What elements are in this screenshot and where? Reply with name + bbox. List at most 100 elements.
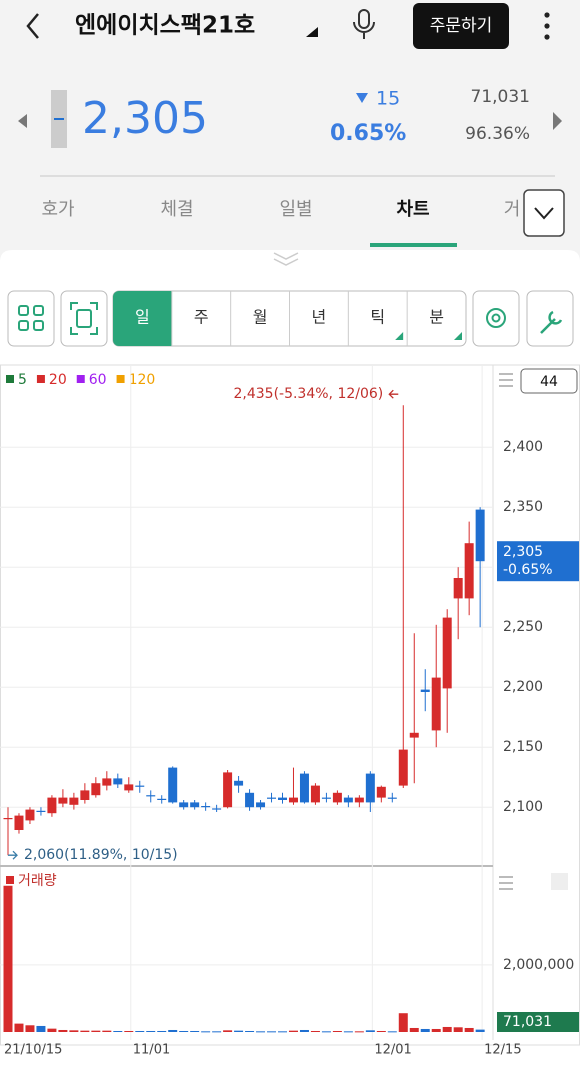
tab[interactable]: 호가 [41, 199, 74, 220]
candle-body [409, 732, 419, 738]
y-tick-label: 2,100 [503, 799, 543, 815]
legend-label: 20 [49, 372, 67, 388]
period-button[interactable]: 틱 [370, 308, 385, 327]
chevron[interactable] [534, 207, 554, 220]
price-tag [497, 541, 579, 582]
y-tick-label: 2,200 [503, 679, 543, 695]
volume-bar [157, 1030, 167, 1032]
volume-bar [179, 1030, 189, 1032]
candle-body [420, 689, 430, 692]
period-button[interactable]: 년 [312, 308, 327, 327]
candle-body [299, 773, 309, 803]
candle-body [442, 617, 452, 689]
candle-body [36, 810, 46, 812]
close-pane[interactable] [551, 873, 568, 890]
volume-bar [376, 1030, 386, 1032]
x-tick-label: 21/10/15 [4, 1043, 62, 1058]
settings-button[interactable] [472, 290, 520, 347]
volume-bar [69, 1030, 79, 1032]
ratio: 96.36% [465, 124, 530, 144]
candle-body [376, 786, 386, 798]
volume-bar [464, 1027, 474, 1032]
y-tick-label: 2,000,000 [503, 957, 574, 973]
candle-body [267, 797, 277, 799]
volume-bar [442, 1026, 452, 1032]
candle-body [354, 797, 364, 803]
period-button[interactable]: 일 [135, 308, 150, 327]
candle-body [343, 797, 353, 803]
order-label[interactable]: 주문하기 [430, 16, 493, 36]
legend-label: 60 [89, 372, 107, 388]
volume-bar [387, 1031, 397, 1033]
y-tick-label: 2,250 [503, 619, 543, 635]
candle-body [278, 797, 287, 800]
tab[interactable]: 거 [504, 199, 521, 220]
menu-icon[interactable] [544, 12, 550, 40]
tab[interactable]: 일별 [279, 199, 312, 220]
menu-lines[interactable] [499, 373, 513, 890]
tab-underline [370, 243, 457, 247]
order-button[interactable] [413, 3, 509, 49]
legend-label: 120 [129, 372, 156, 388]
candle-body [398, 749, 408, 786]
period-button[interactable]: 분 [429, 308, 444, 327]
layout-icon[interactable] [18, 305, 44, 331]
candle-body [124, 784, 134, 791]
candle-body [332, 792, 342, 803]
volume-bar [223, 1030, 233, 1032]
mic-icon[interactable] [353, 9, 375, 39]
volume-swatch [6, 876, 14, 884]
volume-bar [212, 1031, 222, 1033]
next-arrow[interactable] [553, 112, 562, 130]
volume-bar [267, 1031, 277, 1033]
candle-body [146, 795, 156, 797]
y-tick-label: 2,400 [503, 439, 543, 455]
volume-bar [310, 1030, 320, 1032]
volume-bar [299, 1029, 309, 1032]
count-box[interactable] [520, 368, 578, 394]
volume-bar [453, 1027, 463, 1032]
tab-more-button[interactable] [523, 189, 565, 237]
candle-body [168, 767, 178, 803]
candle-body [102, 778, 112, 786]
tools-icon[interactable] [540, 310, 563, 334]
dropdown-icon[interactable] [306, 27, 318, 37]
period-corner [395, 332, 404, 340]
volume-bar [47, 1028, 57, 1032]
candle-body [80, 790, 90, 800]
candle-body [288, 797, 298, 803]
period-selected[interactable] [113, 291, 172, 346]
candle-body [135, 785, 145, 787]
tab[interactable]: 체결 [160, 199, 193, 220]
chart-frame [0, 364, 580, 1046]
volume-bar [25, 1025, 35, 1032]
volume-bar [343, 1031, 353, 1033]
volume-bar [113, 1030, 123, 1032]
period-button[interactable]: 월 [253, 308, 268, 327]
tab[interactable]: 차트 [396, 199, 429, 220]
period-button[interactable]: 주 [194, 308, 209, 327]
collapse-icon[interactable] [273, 252, 299, 266]
fullscreen-button[interactable] [60, 290, 108, 347]
candle-body [321, 797, 331, 799]
layout-button[interactable] [7, 290, 55, 347]
candle-body [113, 778, 123, 785]
stock-title[interactable]: 엔에이치스팩21호 [75, 13, 255, 39]
volume-bar [135, 1030, 145, 1032]
volume-bar [475, 1029, 485, 1032]
count[interactable]: 44 [540, 374, 558, 390]
x-tick-label: 12/01 [374, 1043, 411, 1058]
fullscreen-icon[interactable] [70, 302, 98, 335]
prev-arrow[interactable] [18, 114, 27, 128]
candle-body [234, 780, 244, 786]
back-button[interactable] [26, 13, 39, 39]
volume-title: 거래량 [18, 873, 57, 889]
volume-bar [201, 1031, 211, 1033]
volume-bar [321, 1031, 331, 1033]
candle-body [157, 798, 167, 800]
change-rate: 0.65% [330, 121, 406, 146]
settings-icon[interactable] [486, 308, 506, 328]
candle-body [464, 543, 474, 599]
